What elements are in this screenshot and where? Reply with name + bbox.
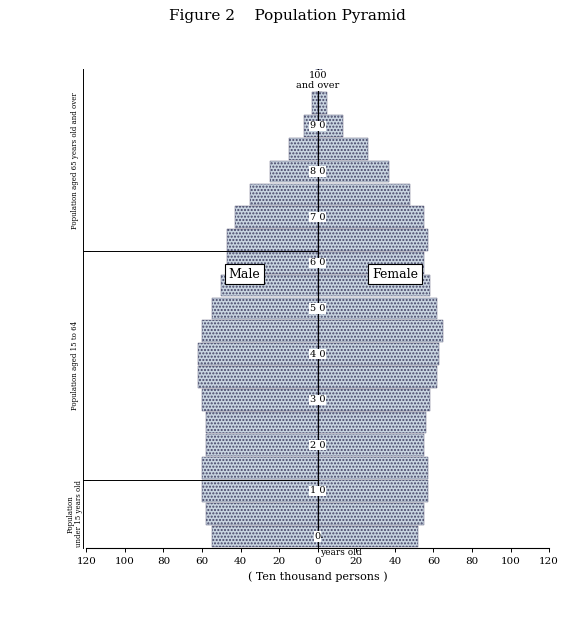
Bar: [318, 457, 428, 479]
Bar: [318, 70, 321, 91]
Text: 2 0: 2 0: [310, 441, 325, 450]
Text: 6 0: 6 0: [310, 258, 325, 267]
Text: years old: years old: [320, 547, 362, 557]
Bar: [206, 412, 318, 434]
Bar: [318, 366, 437, 388]
Text: 8 0: 8 0: [310, 167, 325, 176]
Text: 4 0: 4 0: [310, 350, 325, 358]
Text: 3 0: 3 0: [310, 395, 325, 404]
Bar: [206, 435, 318, 456]
Bar: [202, 320, 318, 342]
Text: 9 0: 9 0: [310, 121, 325, 131]
Bar: [318, 503, 424, 524]
Bar: [318, 320, 443, 342]
Bar: [198, 343, 318, 365]
Bar: [318, 480, 428, 502]
Bar: [222, 275, 318, 297]
Bar: [318, 92, 327, 114]
Text: Population aged 65 years old and over: Population aged 65 years old and over: [71, 92, 79, 228]
Bar: [318, 138, 368, 160]
Text: 1 0: 1 0: [310, 486, 325, 496]
Text: 7 0: 7 0: [310, 213, 325, 221]
Bar: [318, 389, 429, 411]
Bar: [318, 115, 343, 137]
Bar: [318, 207, 424, 228]
Bar: [312, 92, 318, 114]
Bar: [235, 207, 318, 228]
Bar: [202, 389, 318, 411]
Bar: [202, 457, 318, 479]
Bar: [212, 526, 318, 547]
Bar: [227, 252, 318, 274]
Bar: [318, 343, 439, 365]
Bar: [270, 160, 318, 182]
Bar: [212, 297, 318, 319]
Text: 100
and over: 100 and over: [296, 70, 339, 90]
Bar: [250, 183, 318, 205]
Bar: [227, 229, 318, 251]
Text: Female: Female: [372, 267, 418, 281]
Bar: [318, 229, 428, 251]
Bar: [289, 138, 318, 160]
X-axis label: ( Ten thousand persons ): ( Ten thousand persons ): [248, 572, 387, 582]
Bar: [206, 503, 318, 524]
Bar: [318, 412, 426, 434]
Bar: [316, 70, 318, 91]
Bar: [198, 366, 318, 388]
Bar: [304, 115, 318, 137]
Text: 5 0: 5 0: [310, 304, 325, 313]
Bar: [202, 480, 318, 502]
Text: Male: Male: [228, 267, 261, 281]
Bar: [318, 526, 418, 547]
Bar: [318, 183, 410, 205]
Bar: [318, 252, 424, 274]
Text: 0: 0: [315, 532, 321, 541]
Text: Population aged 15 to 64: Population aged 15 to 64: [71, 321, 79, 410]
Bar: [318, 297, 437, 319]
Bar: [318, 275, 429, 297]
Bar: [318, 435, 424, 456]
Bar: [318, 160, 389, 182]
Text: Figure 2    Population Pyramid: Figure 2 Population Pyramid: [169, 9, 405, 24]
Text: Population
under 15 years old: Population under 15 years old: [66, 480, 83, 547]
